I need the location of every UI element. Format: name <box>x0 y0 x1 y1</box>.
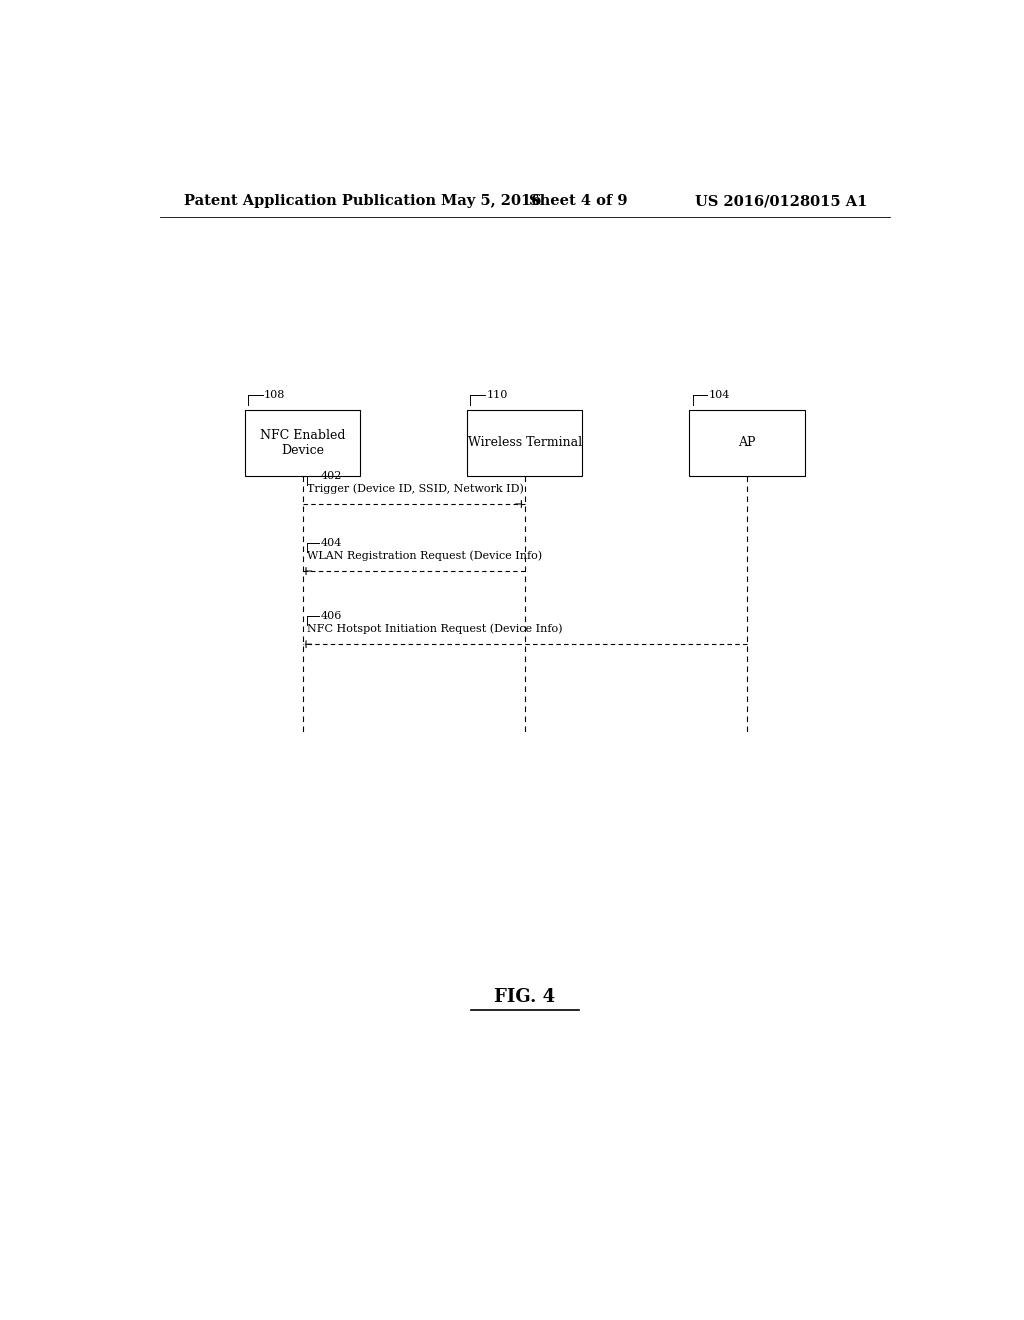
Text: WLAN Registration Request (Device Info): WLAN Registration Request (Device Info) <box>306 550 542 561</box>
Text: 402: 402 <box>321 470 342 480</box>
Text: Trigger (Device ID, SSID, Network ID): Trigger (Device ID, SSID, Network ID) <box>306 483 523 494</box>
Text: 108: 108 <box>264 389 286 400</box>
Text: 406: 406 <box>321 611 342 620</box>
Text: Wireless Terminal: Wireless Terminal <box>468 437 582 450</box>
Text: NFC Hotspot Initiation Request (Device Info): NFC Hotspot Initiation Request (Device I… <box>306 623 562 634</box>
Bar <box>467 411 583 477</box>
Text: FIG. 4: FIG. 4 <box>495 987 555 1006</box>
Text: Patent Application Publication: Patent Application Publication <box>183 194 435 209</box>
Text: 110: 110 <box>486 389 508 400</box>
Text: 404: 404 <box>321 537 342 548</box>
Text: US 2016/0128015 A1: US 2016/0128015 A1 <box>695 194 867 209</box>
Text: May 5, 2016: May 5, 2016 <box>441 194 542 209</box>
Text: AP: AP <box>738 437 756 450</box>
Text: NFC Enabled
Device: NFC Enabled Device <box>260 429 345 457</box>
Bar <box>245 411 360 477</box>
Text: Sheet 4 of 9: Sheet 4 of 9 <box>528 194 628 209</box>
Text: 104: 104 <box>709 389 730 400</box>
Bar <box>689 411 805 477</box>
